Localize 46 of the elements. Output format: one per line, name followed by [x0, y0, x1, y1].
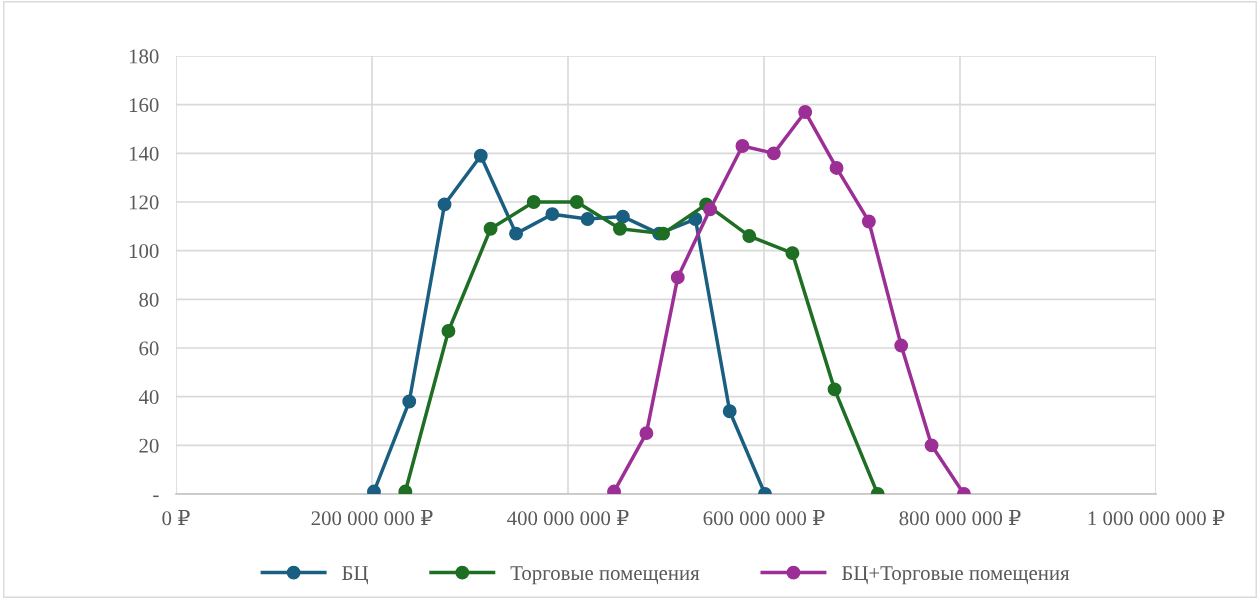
point: [742, 229, 757, 244]
point: [441, 324, 456, 338]
y-tick-label: 40: [138, 390, 159, 405]
point: [639, 426, 654, 441]
legend-label: Торговые помещения: [510, 566, 700, 585]
point: [785, 246, 800, 261]
point: [827, 382, 842, 397]
x-tick-label: 600 000 000 ₽: [703, 509, 825, 526]
point: [829, 160, 844, 175]
legend-label: БЦ+Торговые помещения: [841, 566, 1070, 585]
y-tick-label: 180: [129, 49, 159, 64]
y-tick-label: 100: [129, 244, 159, 259]
x-tick-label: 400 000 000 ₽: [507, 509, 629, 526]
y-tick-label: 160: [129, 98, 159, 113]
point: [615, 209, 630, 224]
point: [924, 438, 939, 453]
point: [526, 195, 541, 209]
point: [766, 146, 781, 161]
point: [437, 197, 452, 212]
x-tick-label: 1 000 000 000 ₽: [1088, 509, 1225, 526]
x-tick-label: 200 000 000 ₽: [311, 509, 433, 526]
point: [580, 212, 595, 226]
point: [612, 221, 627, 236]
point: [569, 195, 584, 209]
point: [798, 105, 813, 119]
point: [670, 270, 685, 285]
point: [402, 394, 417, 409]
y-tick-label: 60: [139, 341, 159, 356]
y-tick-label: -: [153, 495, 159, 498]
point: [894, 338, 909, 353]
y-tick-label: 120: [129, 195, 159, 210]
legend-label: БЦ: [342, 566, 369, 585]
point: [509, 226, 524, 241]
point: [545, 207, 560, 222]
point: [473, 148, 488, 163]
y-tick-label: 140: [129, 146, 159, 161]
point: [722, 404, 737, 419]
point: [483, 221, 498, 236]
y-tick-label: 80: [139, 292, 159, 307]
x-tick-label: 800 000 000 ₽: [899, 509, 1021, 526]
y-tick-label: 20: [139, 438, 159, 453]
point: [735, 139, 750, 153]
x-tick-label: 0 ₽: [162, 509, 190, 526]
point: [656, 226, 671, 241]
point: [703, 202, 718, 217]
point: [861, 214, 876, 229]
